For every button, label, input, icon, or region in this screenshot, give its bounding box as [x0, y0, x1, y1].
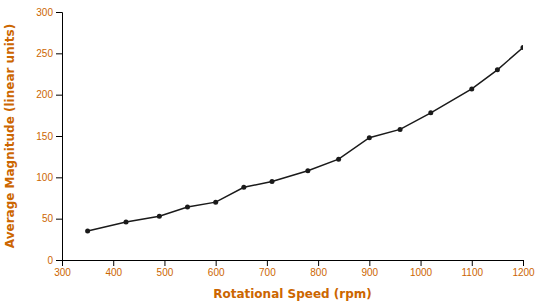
y-axis-tick: 250 [36, 48, 62, 59]
y-axis-tick-label: 150 [36, 131, 53, 142]
x-axis-tick-label: 600 [208, 267, 225, 278]
x-axis-tick-mark [318, 260, 319, 266]
x-axis-tick-mark [113, 260, 114, 266]
point [124, 219, 129, 224]
point [157, 214, 162, 219]
y-axis-tick-mark [56, 95, 62, 96]
y-axis-tick-label: 250 [36, 48, 53, 59]
x-axis-tick-label: 900 [361, 267, 378, 278]
x-axis-tick-mark [164, 260, 165, 266]
x-axis-tick: 1000 [410, 260, 433, 278]
x-axis-tick-mark [523, 260, 524, 266]
point [270, 179, 275, 184]
y-axis-tick: 0 [47, 255, 62, 266]
y-axis-tick: 50 [42, 213, 62, 224]
point [241, 185, 246, 190]
x-axis-tick-label: 500 [157, 267, 174, 278]
x-axis-tick: 300 [54, 260, 71, 278]
point [469, 86, 474, 91]
point [85, 229, 90, 234]
y-axis-tick-label: 300 [36, 7, 53, 18]
x-axis-tick-label: 400 [105, 267, 122, 278]
x-axis-tick-mark [267, 260, 268, 266]
y-axis-tick-mark [56, 260, 62, 261]
series [85, 45, 523, 234]
y-axis-tick-mark [56, 177, 62, 178]
x-axis-tick-label: 300 [54, 267, 71, 278]
point [305, 168, 310, 173]
y-axis-tick: 100 [36, 172, 62, 183]
x-axis-tick: 400 [105, 260, 122, 278]
y-axis-tick-mark [56, 219, 62, 220]
x-axis-tick: 500 [157, 260, 174, 278]
x-axis-tick: 600 [208, 260, 225, 278]
x-axis-tick: 700 [259, 260, 276, 278]
x-axis-tick-label: 700 [259, 267, 276, 278]
x-axis-tick-mark [472, 260, 473, 266]
x-axis-tick-mark [421, 260, 422, 266]
line [88, 48, 523, 232]
y-axis: 0 50 100 150 200 250 300 [36, 7, 62, 266]
point [213, 200, 218, 205]
x-axis: 300 400 500 600 700 800 900 1000 1100 1200 [54, 260, 535, 278]
y-axis-tick: 300 [36, 7, 62, 18]
x-axis-tick: 1200 [512, 260, 535, 278]
y-axis-tick-mark [56, 53, 62, 54]
plot: 300 400 500 600 700 800 900 1000 1100 1200 0 50 100 1… [36, 7, 535, 278]
point [495, 67, 500, 72]
y-axis-tick-mark [56, 136, 62, 137]
x-axis-tick: 900 [361, 260, 378, 278]
y-axis-tick: 200 [36, 89, 62, 100]
x-axis-tick-label: 1100 [462, 267, 484, 278]
y-axis-tick-label: 200 [36, 89, 53, 100]
x-axis-tick-mark [369, 260, 370, 266]
point [521, 45, 524, 50]
point [367, 135, 372, 140]
x-axis-tick-label: 800 [310, 267, 327, 278]
y-axis-tick-label: 50 [42, 213, 54, 224]
point [185, 205, 190, 210]
y-axis-title: Average Magnitude (linear units) [3, 24, 17, 248]
y-axis-tick-label: 0 [47, 255, 53, 266]
x-axis-line [63, 261, 524, 267]
y-axis-line [56, 13, 63, 261]
x-axis-tick-label: 1200 [512, 267, 535, 278]
point [398, 127, 403, 132]
x-axis-tick: 1100 [462, 260, 484, 278]
y-axis-tick-mark [56, 12, 62, 13]
point [428, 110, 433, 115]
x-axis-tick: 800 [310, 260, 327, 278]
x-axis-title: Rotational Speed (rpm) [213, 287, 372, 301]
x-axis-tick-mark [216, 260, 217, 266]
chart: 300 400 500 600 700 800 900 1000 1100 1200 0 50 100 1… [0, 0, 539, 306]
x-axis-tick-label: 1000 [410, 267, 433, 278]
point [336, 157, 341, 162]
y-axis-tick: 150 [36, 131, 62, 142]
y-axis-tick-label: 100 [36, 172, 53, 183]
